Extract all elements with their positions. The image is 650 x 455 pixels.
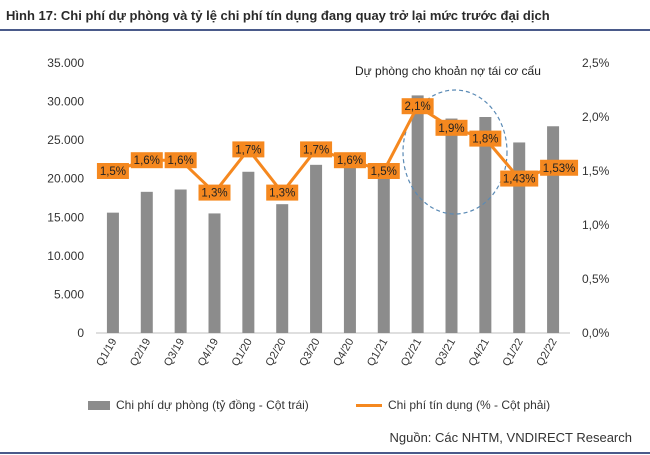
data-label: 1,53% <box>543 163 576 175</box>
data-label: 1,8% <box>472 134 498 146</box>
right-axis-tick-label: 2,0% <box>582 110 610 124</box>
bar <box>343 167 356 333</box>
right-axis-tick-label: 0,0% <box>582 326 610 340</box>
data-label: 1,6% <box>168 155 194 167</box>
data-label-box <box>435 119 468 136</box>
data-label: 1,3% <box>269 188 295 200</box>
bar <box>310 164 323 333</box>
legend-line-label: Chi phí tín dụng (% - Cột phải) <box>388 398 551 412</box>
bar <box>140 191 153 333</box>
source-note: Nguồn: Các NHTM, VNDIRECT Research <box>389 430 633 445</box>
legend-item-line: Chi phí tín dụng (% - Cột phải) <box>356 398 550 412</box>
data-label: 2,1% <box>405 101 431 113</box>
category-label: Q3/19 <box>162 337 187 369</box>
data-label: 1,7% <box>235 144 261 156</box>
legend-bar-label: Chi phí dự phòng (tỷ đồng - Cột trái) <box>116 398 309 412</box>
data-label: 1,6% <box>337 155 363 167</box>
legend-item-bar: Chi phí dự phòng (tỷ đồng - Cột trái) <box>88 398 309 412</box>
data-label: 1,7% <box>303 144 329 156</box>
left-axis-tick-label: 35.000 <box>47 56 84 70</box>
data-label-box <box>96 163 129 179</box>
data-label: 1,9% <box>438 123 464 135</box>
bar <box>411 95 424 334</box>
annotation-text: Dự phòng cho khoản nợ tái cơ cấu <box>355 64 541 78</box>
title-rule <box>0 29 650 31</box>
category-label: Q4/19 <box>196 337 221 369</box>
legend: Chi phí dự phòng (tỷ đồng - Cột trái) Ch… <box>0 398 650 418</box>
bottom-rule <box>0 452 650 454</box>
left-axis-tick-label: 10.000 <box>47 249 84 263</box>
left-axis-tick-label: 0 <box>77 326 84 340</box>
category-label: Q1/21 <box>365 337 390 369</box>
left-axis-tick-label: 5.000 <box>54 287 84 301</box>
data-label-box <box>333 152 366 169</box>
left-axis-tick-label: 20.000 <box>47 172 84 186</box>
category-label: Q1/19 <box>94 337 119 369</box>
data-label-box <box>198 184 231 201</box>
legend-bar-swatch <box>88 400 110 410</box>
data-label-box <box>266 184 299 201</box>
right-axis-tick-label: 1,0% <box>582 218 610 232</box>
category-label: Q4/20 <box>331 337 356 369</box>
bar <box>479 117 492 333</box>
left-axis-tick-label: 30.000 <box>47 95 84 109</box>
category-label: Q2/19 <box>128 337 153 369</box>
bar <box>242 171 255 333</box>
data-label: 1,43% <box>503 174 536 186</box>
legend-line-swatch <box>356 403 382 407</box>
bar <box>513 142 526 333</box>
category-label: Q3/20 <box>297 337 322 369</box>
data-label-box <box>469 130 502 147</box>
left-axis-tick-label: 15.000 <box>47 210 84 224</box>
left-axis-tick-label: 25.000 <box>47 133 84 147</box>
bar <box>174 189 187 333</box>
data-label-box <box>300 141 333 158</box>
data-label: 1,3% <box>201 188 227 200</box>
category-label: Q3/21 <box>433 337 458 369</box>
data-label-box <box>540 159 579 176</box>
bar <box>445 118 458 334</box>
bar <box>377 170 390 333</box>
category-label: Q4/21 <box>467 337 492 369</box>
data-label: 1,5% <box>371 166 397 178</box>
data-label: 1,5% <box>100 166 126 178</box>
right-axis-tick-label: 0,5% <box>582 272 610 286</box>
data-label-box <box>367 163 400 179</box>
data-label-box <box>130 152 163 169</box>
bar <box>208 213 221 333</box>
category-label: Q1/20 <box>230 337 255 369</box>
category-label: Q2/21 <box>399 337 424 369</box>
data-label-box <box>232 141 265 158</box>
category-label: Q2/22 <box>534 337 559 369</box>
data-label-box <box>500 170 539 187</box>
data-label-box <box>401 98 434 115</box>
data-label: 1,6% <box>134 155 160 167</box>
right-axis-tick-label: 2,5% <box>582 56 610 70</box>
bar <box>547 126 560 333</box>
bar <box>106 212 119 333</box>
category-label: Q2/20 <box>263 337 288 369</box>
bar <box>276 204 289 333</box>
annotation-ellipse <box>402 89 508 215</box>
category-label: Q1/22 <box>500 337 525 369</box>
figure-title: Hình 17: Chi phí dự phòng và tỷ lệ chi p… <box>6 8 550 23</box>
right-axis-tick-label: 1,5% <box>582 164 610 178</box>
data-label-box <box>164 152 197 169</box>
